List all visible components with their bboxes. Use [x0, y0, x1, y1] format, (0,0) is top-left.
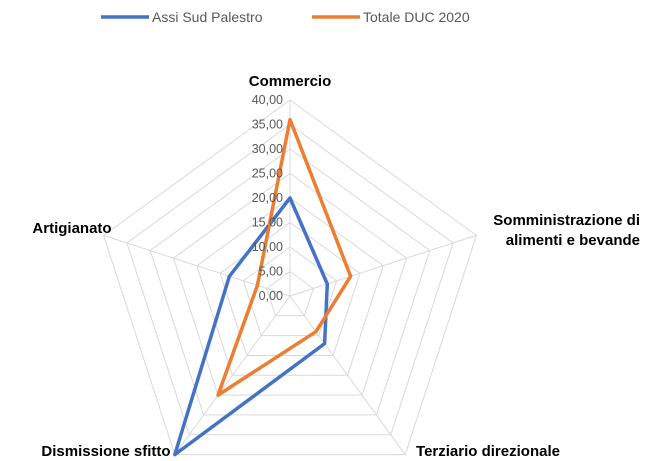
- radial-tick-labels: 0,00 5,00 10,00 15,00 20,00 25,00 30,00 35,00 40…: [252, 93, 283, 303]
- series-line-2: [216, 117, 353, 397]
- category-label: Terziario direzionale: [416, 443, 560, 460]
- grid-spoke: [174, 295, 291, 455]
- category-label: Dismissione sfitto: [41, 443, 170, 460]
- grid-ring: [266, 270, 314, 317]
- tick-label: 10,00: [252, 240, 283, 254]
- legend-label: Assi Sud Palestro: [152, 9, 263, 25]
- tick-label: 30,00: [252, 142, 283, 156]
- grid-spoke: [289, 295, 406, 455]
- category-label: Somministrazione di alimenti e bevande: [493, 212, 640, 249]
- category-label: Commercio: [249, 73, 332, 90]
- tick-label: 0,00: [259, 289, 283, 303]
- series-line-1: [173, 196, 330, 457]
- grid-spoke: [289, 234, 477, 297]
- category-labels: Commercio Somministrazione di alimenti e b…: [32, 73, 640, 460]
- radar-series: [173, 117, 353, 457]
- tick-label: 20,00: [252, 191, 283, 205]
- radar-grid: [103, 99, 477, 456]
- grid-ring: [242, 246, 338, 337]
- tick-label: 5,00: [259, 265, 283, 279]
- category-label: Artigianato: [32, 220, 111, 237]
- grid-ring: [103, 99, 477, 456]
- legend-label: Totale DUC 2020: [363, 9, 470, 25]
- grid-ring: [149, 148, 431, 416]
- grid-ring: [172, 172, 408, 396]
- grid-ring: [196, 197, 384, 376]
- grid-ring: [126, 123, 454, 436]
- tick-label: 40,00: [252, 93, 283, 107]
- tick-label: 35,00: [252, 118, 283, 132]
- tick-label: 25,00: [252, 167, 283, 181]
- tick-label: 15,00: [252, 216, 283, 230]
- grid-ring: [219, 221, 361, 356]
- legend: Assi Sud Palestro Totale DUC 2020: [101, 9, 470, 25]
